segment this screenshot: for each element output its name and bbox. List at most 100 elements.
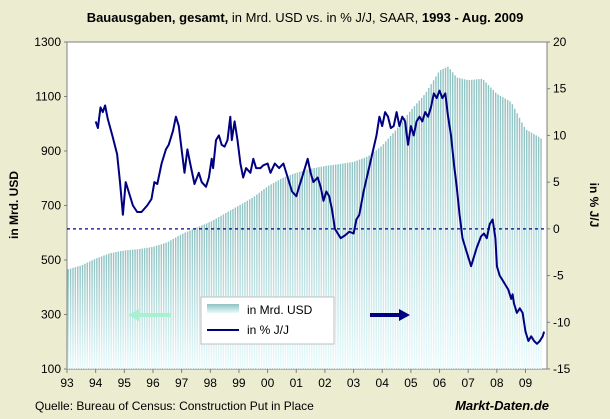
left-tick-label: 1100 [35, 90, 61, 104]
bar [397, 127, 399, 369]
right-tick-label: 0 [553, 222, 560, 236]
bar [313, 168, 315, 369]
bar [442, 68, 444, 369]
bar [131, 249, 134, 369]
bar [127, 250, 129, 369]
bar [163, 243, 165, 369]
x-tick-label: 96 [146, 376, 160, 390]
bar [151, 247, 153, 369]
bar [315, 167, 318, 369]
bar [237, 206, 239, 369]
bar [451, 72, 454, 369]
bar [346, 162, 349, 369]
bar [270, 184, 272, 369]
bar [483, 80, 485, 369]
bar [280, 178, 282, 369]
bar [205, 223, 208, 369]
bar [413, 106, 416, 369]
bar [265, 187, 268, 369]
bar [191, 229, 194, 369]
bar [153, 246, 155, 369]
bar [509, 101, 511, 370]
bar [406, 114, 409, 369]
bar [289, 175, 291, 369]
bar [296, 172, 299, 369]
bar [408, 111, 411, 370]
bar [287, 175, 289, 369]
chart-title-part3: 1993 - Aug. 2009 [422, 10, 523, 25]
bar [521, 122, 523, 369]
bar [253, 196, 256, 369]
bar [385, 141, 387, 369]
bar [363, 157, 366, 369]
bar [382, 144, 385, 369]
chart-title-part1: Bauausgaben, gesamt, [87, 10, 229, 25]
bar [155, 245, 158, 369]
bar [258, 192, 260, 369]
bar [525, 129, 528, 369]
bar [392, 133, 394, 369]
left-tick-label: 100 [41, 362, 61, 376]
bar [471, 79, 473, 369]
bar [499, 95, 502, 369]
bar [342, 163, 344, 369]
bar [480, 78, 483, 370]
bar [447, 66, 449, 369]
bar [444, 67, 447, 370]
bar [84, 263, 86, 369]
x-tick-label: 02 [318, 376, 332, 390]
bar [174, 237, 177, 369]
bar [93, 259, 96, 369]
bar [377, 148, 380, 369]
x-tick-label: 07 [462, 376, 476, 390]
x-tick-label: 01 [290, 376, 304, 390]
bar [327, 165, 330, 369]
bar [456, 77, 459, 369]
bar [356, 160, 358, 369]
bar [516, 113, 518, 369]
bar [160, 244, 163, 369]
legend-bar-swatch [207, 304, 239, 313]
bar [494, 92, 497, 369]
bar [528, 131, 530, 369]
bars-layer [67, 66, 542, 370]
bar [299, 171, 301, 369]
x-tick-label: 03 [347, 376, 361, 390]
x-tick-label: 04 [376, 376, 390, 390]
chart-title-part2: in Mrd. USD vs. in % J/J, SAAR, [228, 10, 422, 25]
legend-line-label: in % J/J [247, 323, 289, 337]
bar [208, 222, 210, 369]
bar [67, 269, 69, 369]
bar [96, 258, 98, 369]
x-tick-label: 93 [60, 376, 74, 390]
bar [177, 236, 179, 369]
bar [220, 215, 222, 369]
bar [368, 155, 370, 369]
bar [277, 180, 280, 369]
bar [311, 168, 313, 369]
bar [435, 76, 437, 370]
bar [189, 230, 191, 369]
bar [184, 232, 186, 369]
right-tick-label: 10 [553, 128, 567, 142]
x-tick-label: 08 [490, 376, 504, 390]
bar [275, 181, 277, 369]
bar [146, 247, 148, 369]
bar [344, 163, 346, 369]
bar [387, 138, 389, 369]
bar [88, 261, 91, 369]
right-tick-label: -15 [553, 362, 571, 376]
bar [232, 208, 234, 369]
bar [394, 130, 397, 369]
x-axis-ticks: 93 94 95 96 97 98 99 00 01 02 03 04 05 06 07 08 09 [60, 369, 533, 390]
x-tick-label: 97 [175, 376, 189, 390]
bar [284, 176, 287, 369]
left-tick-label: 1300 [34, 35, 61, 49]
bar [239, 204, 241, 369]
bar [404, 118, 406, 369]
bar [100, 256, 103, 369]
right-tick-label: -10 [553, 315, 571, 329]
bar [182, 233, 184, 369]
bar [124, 250, 127, 369]
